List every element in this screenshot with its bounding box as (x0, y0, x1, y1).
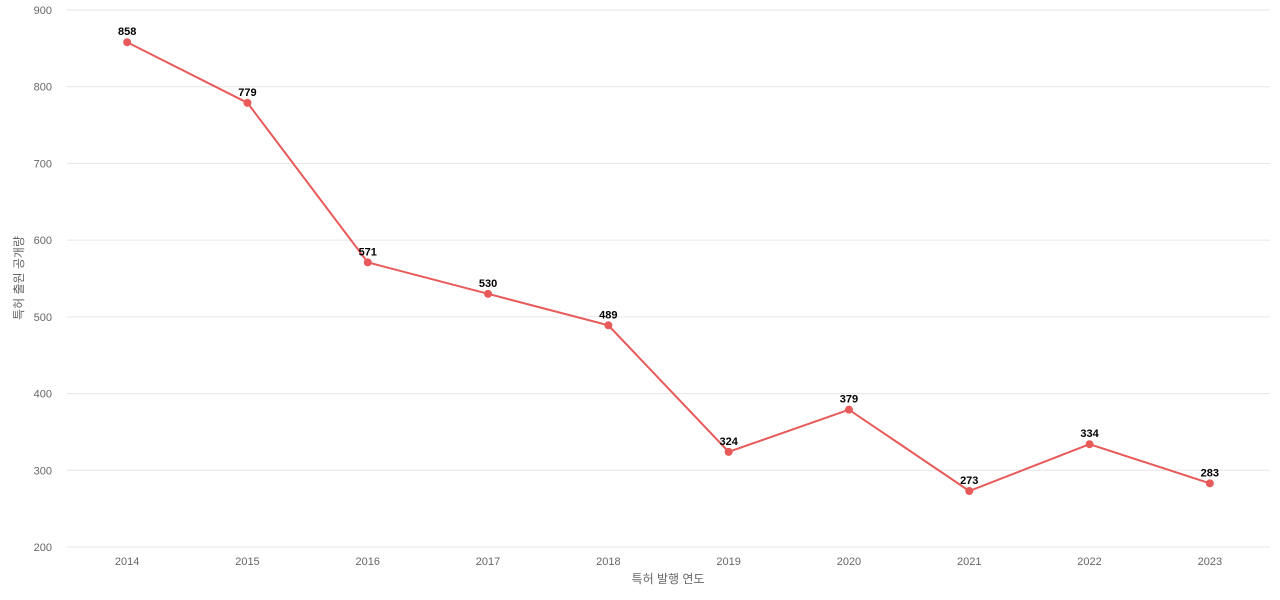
x-axis-title: 특허 발행 연도 (632, 571, 705, 586)
x-tick-label: 2018 (596, 556, 620, 568)
data-label: 530 (479, 278, 497, 290)
x-tick-label: 2020 (837, 556, 861, 568)
y-tick-label: 200 (34, 542, 52, 554)
data-point[interactable] (604, 321, 613, 330)
y-tick-label: 900 (34, 5, 52, 17)
data-label: 379 (840, 394, 858, 406)
x-tick-label: 2021 (957, 556, 981, 568)
series-line (126, 41, 1211, 493)
x-tick-label: 2014 (115, 556, 139, 568)
y-axis-title: 특허 출원 공개량 (12, 236, 26, 320)
data-point[interactable] (363, 258, 372, 267)
data-label: 779 (238, 87, 256, 99)
x-tick-label: 2023 (1198, 556, 1222, 568)
grid-lines (67, 9, 1270, 548)
data-label: 334 (1080, 428, 1099, 440)
data-point[interactable] (1085, 440, 1094, 449)
data-point[interactable] (844, 405, 853, 414)
y-tick-label: 300 (34, 465, 52, 477)
x-tick-label: 2019 (716, 556, 740, 568)
data-label: 283 (1201, 467, 1219, 479)
data-label: 858 (118, 26, 136, 38)
data-point[interactable] (243, 98, 252, 107)
y-tick-label: 400 (34, 389, 52, 401)
series-group (123, 38, 1214, 495)
data-point[interactable] (484, 289, 493, 298)
data-label: 489 (599, 309, 617, 321)
x-tick-label: 2016 (356, 556, 380, 568)
y-tick-label: 800 (34, 82, 52, 94)
data-label: 273 (960, 475, 978, 487)
y-axis-ticks: 200 300 400 500 600 700 800 900 (34, 5, 52, 554)
data-point[interactable] (123, 38, 132, 47)
x-axis-ticks: 2014 2015 2016 2017 2018 2019 2020 2021 2022 2023 (115, 556, 1222, 568)
y-tick-label: 600 (34, 235, 52, 247)
y-tick-label: 500 (34, 312, 52, 324)
data-label: 324 (719, 436, 738, 448)
y-tick-label: 700 (34, 158, 52, 170)
x-tick-label: 2022 (1077, 556, 1101, 568)
data-labels: 858 779 571 530 489 324 379 273 334 283 (118, 26, 1219, 487)
data-point[interactable] (724, 447, 733, 456)
data-point[interactable] (1205, 479, 1214, 488)
data-point[interactable] (965, 486, 974, 495)
x-tick-label: 2015 (235, 556, 259, 568)
x-tick-label: 2017 (476, 556, 500, 568)
data-label: 571 (359, 246, 377, 258)
